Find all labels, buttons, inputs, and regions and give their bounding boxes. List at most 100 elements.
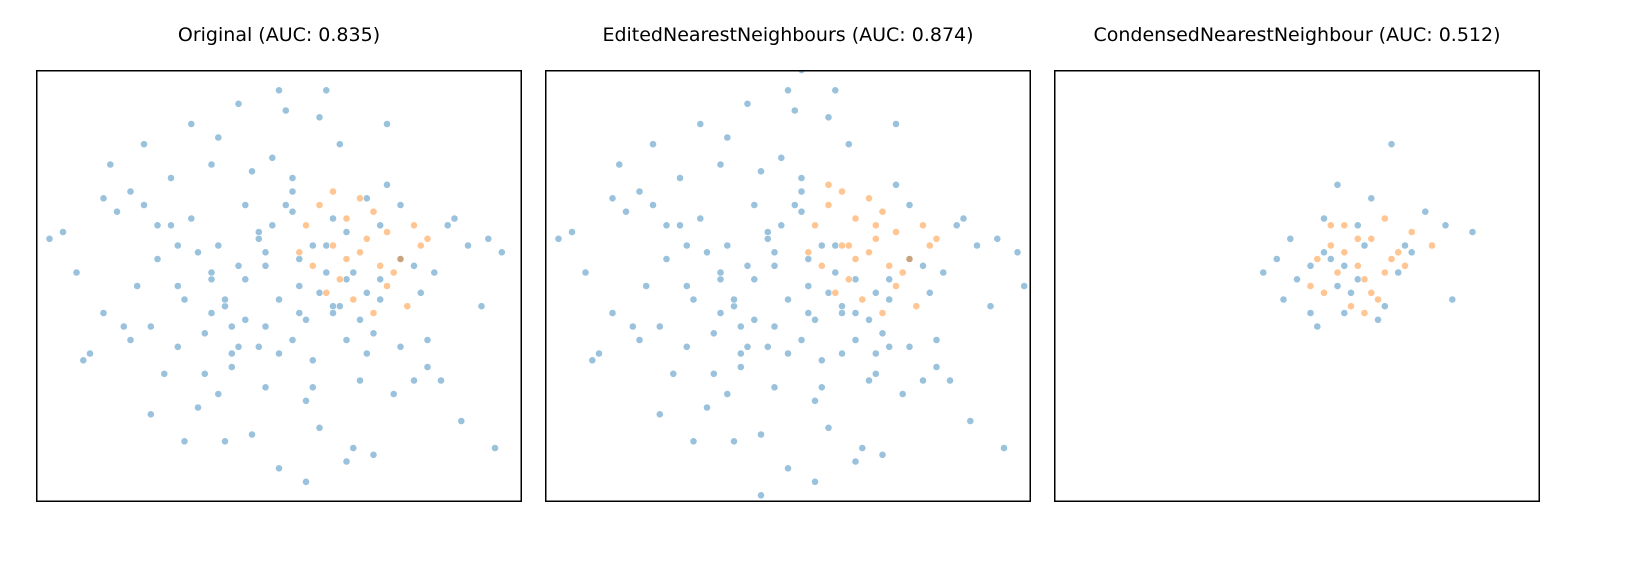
data-point bbox=[689, 295, 698, 304]
data-point bbox=[173, 342, 182, 351]
data-point bbox=[295, 255, 304, 263]
data-point bbox=[885, 261, 894, 270]
data-point bbox=[1333, 282, 1342, 290]
data-point bbox=[106, 160, 115, 169]
data-point bbox=[851, 309, 860, 317]
data-point bbox=[288, 187, 297, 196]
data-point bbox=[770, 248, 779, 257]
data-point bbox=[804, 255, 813, 263]
data-point bbox=[254, 342, 263, 351]
data-point bbox=[362, 234, 371, 243]
data-point bbox=[1428, 241, 1436, 250]
data-point bbox=[919, 376, 927, 385]
data-point bbox=[335, 275, 344, 284]
data-point bbox=[497, 248, 506, 257]
data-point bbox=[180, 295, 189, 304]
data-point bbox=[966, 417, 975, 425]
data-point bbox=[396, 342, 405, 351]
data-point bbox=[140, 201, 148, 209]
data-point bbox=[811, 396, 819, 405]
data-point bbox=[362, 349, 371, 358]
data-point bbox=[588, 356, 597, 365]
data-point bbox=[797, 187, 806, 196]
series-class-0 bbox=[1259, 140, 1477, 331]
panel-edited-nearest-neighbours: EditedNearestNeighbours (AUC: 0.874) bbox=[545, 0, 1031, 564]
data-point bbox=[932, 363, 941, 371]
series-class-0 bbox=[45, 86, 506, 486]
data-point bbox=[389, 268, 398, 277]
data-point bbox=[804, 309, 813, 317]
data-point bbox=[595, 349, 603, 358]
series-class-1 bbox=[1306, 214, 1436, 317]
chart-title: EditedNearestNeighbours (AUC: 0.874) bbox=[602, 24, 974, 46]
data-point bbox=[1407, 248, 1416, 257]
data-point bbox=[295, 248, 304, 257]
data-point bbox=[214, 133, 223, 142]
data-point bbox=[932, 336, 941, 344]
data-point bbox=[946, 376, 954, 385]
data-point bbox=[824, 423, 833, 432]
data-point bbox=[1013, 248, 1022, 257]
data-point bbox=[892, 228, 900, 236]
data-point bbox=[315, 201, 324, 209]
data-point bbox=[308, 241, 317, 250]
data-point bbox=[1367, 288, 1376, 297]
data-point bbox=[275, 349, 283, 358]
data-point bbox=[396, 201, 405, 209]
data-point bbox=[838, 309, 846, 317]
data-point bbox=[1340, 261, 1349, 270]
data-point bbox=[568, 228, 576, 236]
data-point bbox=[973, 241, 981, 250]
data-point bbox=[838, 241, 846, 250]
data-point bbox=[858, 444, 867, 452]
data-point bbox=[878, 329, 887, 338]
data-point bbox=[905, 255, 914, 263]
data-point bbox=[676, 221, 684, 230]
panel-original: Original (AUC: 0.835) bbox=[36, 0, 522, 564]
data-point bbox=[376, 261, 385, 270]
data-point bbox=[784, 86, 792, 95]
data-point bbox=[1326, 241, 1335, 250]
data-point bbox=[669, 369, 678, 378]
plot-frame bbox=[545, 70, 1031, 502]
data-point bbox=[723, 390, 732, 398]
data-point bbox=[790, 106, 799, 115]
data-point bbox=[1360, 241, 1369, 250]
data-point bbox=[831, 86, 840, 95]
data-point bbox=[1380, 214, 1389, 223]
data-point bbox=[730, 295, 738, 304]
data-point bbox=[221, 295, 229, 304]
scatter-plot-edited-nearest-neighbours bbox=[545, 70, 1031, 502]
data-point bbox=[1293, 275, 1301, 284]
data-point bbox=[383, 180, 391, 189]
data-point bbox=[831, 288, 840, 297]
data-point bbox=[750, 275, 759, 284]
data-point bbox=[797, 207, 806, 216]
data-point bbox=[1360, 275, 1369, 284]
data-point bbox=[410, 221, 418, 230]
data-point bbox=[349, 295, 358, 304]
data-point bbox=[581, 268, 590, 277]
panel-condensed-nearest-neighbour: CondensedNearestNeighbour (AUC: 0.512) bbox=[1054, 0, 1540, 564]
data-point bbox=[329, 214, 337, 223]
data-point bbox=[322, 268, 331, 277]
data-point bbox=[763, 234, 772, 243]
data-point bbox=[275, 86, 283, 95]
data-point bbox=[302, 315, 310, 324]
data-point bbox=[1313, 322, 1322, 331]
data-point bbox=[784, 349, 792, 358]
data-point bbox=[308, 261, 317, 270]
data-point bbox=[457, 417, 466, 425]
data-point bbox=[871, 349, 880, 358]
data-point bbox=[194, 403, 202, 412]
data-point bbox=[356, 194, 364, 203]
data-point bbox=[925, 241, 934, 250]
data-point bbox=[302, 221, 310, 230]
data-point bbox=[1360, 309, 1369, 317]
data-point bbox=[315, 423, 324, 432]
data-point bbox=[770, 261, 779, 270]
data-point bbox=[757, 430, 765, 439]
data-point bbox=[736, 349, 745, 358]
data-point bbox=[1020, 282, 1029, 290]
data-point bbox=[817, 356, 826, 365]
